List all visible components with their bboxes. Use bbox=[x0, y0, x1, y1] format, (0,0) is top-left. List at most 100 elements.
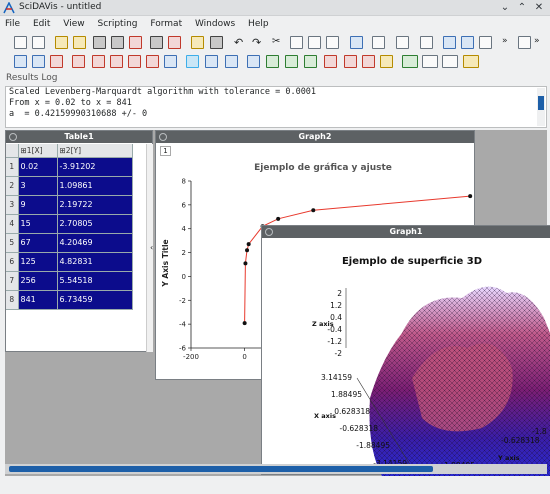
contour-icon[interactable] bbox=[380, 55, 393, 68]
export-icon[interactable] bbox=[129, 36, 142, 49]
text-tool-icon[interactable] bbox=[420, 36, 433, 49]
open-recent-icon[interactable] bbox=[73, 36, 86, 49]
new-project-icon[interactable] bbox=[14, 36, 27, 49]
table-cell[interactable]: 125 bbox=[18, 252, 58, 272]
select-tool-icon[interactable] bbox=[186, 55, 199, 68]
mesh-icon[interactable] bbox=[324, 55, 337, 68]
table-row[interactable]: 4 15 2.70805 bbox=[6, 214, 133, 234]
filled-mesh-icon[interactable] bbox=[344, 55, 357, 68]
row-number[interactable]: 8 bbox=[6, 290, 19, 310]
table-row[interactable]: 2 3 1.09861 bbox=[6, 176, 133, 196]
table-cell[interactable]: 0.02 bbox=[18, 157, 58, 177]
zoom-out-icon[interactable] bbox=[461, 36, 474, 49]
surface-filled-icon[interactable] bbox=[362, 55, 375, 68]
corner-cell[interactable] bbox=[6, 144, 19, 158]
rotate-icon[interactable] bbox=[205, 55, 218, 68]
table-cell[interactable]: 4.20469 bbox=[57, 233, 133, 253]
menu-view[interactable]: View bbox=[63, 19, 85, 29]
table-cell[interactable]: 67 bbox=[18, 233, 58, 253]
pdf-icon[interactable] bbox=[168, 36, 181, 49]
table-cell[interactable]: 15 bbox=[18, 214, 58, 234]
window-menu-icon[interactable] bbox=[9, 133, 17, 141]
redo-icon[interactable]: ↷ bbox=[252, 36, 262, 49]
results-scrollbar[interactable] bbox=[537, 88, 545, 126]
table-cell[interactable]: 5.54518 bbox=[57, 271, 133, 291]
column-header-y[interactable]: ⊞2[Y] bbox=[57, 144, 133, 158]
menu-scripting[interactable]: Scripting bbox=[97, 19, 138, 29]
ribbon-icon[interactable] bbox=[146, 55, 159, 68]
table-row[interactable]: 1 0.02 -3.91202 bbox=[6, 157, 133, 177]
workspace-hscrollbar[interactable] bbox=[5, 464, 547, 474]
rescale-icon[interactable] bbox=[479, 36, 492, 49]
print-icon[interactable] bbox=[150, 36, 163, 49]
surface-3d-plot[interactable]: Ejemplo de superficie 3D 2 1.2 0.4 -0.4 … bbox=[262, 238, 550, 476]
floor-data-icon[interactable] bbox=[402, 55, 418, 68]
scrollbar-thumb[interactable] bbox=[538, 96, 544, 110]
table-cell[interactable]: -3.91202 bbox=[57, 157, 133, 177]
table-cell[interactable]: 841 bbox=[18, 290, 58, 310]
maximize-icon[interactable]: ⌃ bbox=[517, 2, 527, 13]
floor-iso-icon[interactable] bbox=[422, 55, 438, 68]
floor-empty-icon[interactable] bbox=[442, 55, 458, 68]
table-cell[interactable]: 4.82831 bbox=[57, 252, 133, 272]
3d-bars-icon[interactable] bbox=[110, 55, 123, 68]
points-icon[interactable] bbox=[266, 55, 279, 68]
delete-icon[interactable] bbox=[326, 36, 339, 49]
wireframe-icon[interactable] bbox=[164, 55, 177, 68]
layer-button[interactable]: 1 bbox=[160, 146, 171, 156]
menu-format[interactable]: Format bbox=[150, 19, 183, 29]
graph1-title[interactable]: Graph1 bbox=[262, 226, 550, 238]
column-header-x[interactable]: ⊞1[X] bbox=[18, 144, 58, 158]
more-tools-icon[interactable]: » bbox=[502, 36, 508, 46]
row-number[interactable]: 3 bbox=[6, 195, 19, 215]
undo-icon[interactable]: ↶ bbox=[234, 36, 244, 49]
surface-icon[interactable] bbox=[128, 55, 141, 68]
more-tools-icon[interactable]: » bbox=[534, 36, 540, 46]
table-cell[interactable]: 9 bbox=[18, 195, 58, 215]
window-menu-icon[interactable] bbox=[265, 228, 273, 236]
save-icon[interactable] bbox=[111, 36, 124, 49]
menu-file[interactable]: File bbox=[5, 19, 21, 29]
table-row[interactable]: 8 841 6.73459 bbox=[6, 290, 133, 310]
explorer-icon[interactable] bbox=[191, 36, 204, 49]
move-icon[interactable] bbox=[225, 55, 238, 68]
column-plot-icon[interactable] bbox=[72, 55, 85, 68]
cones-icon[interactable] bbox=[304, 55, 317, 68]
table-cell[interactable]: 1.09861 bbox=[57, 176, 133, 196]
open-folder-icon[interactable] bbox=[55, 36, 68, 49]
table-cell[interactable]: 256 bbox=[18, 271, 58, 291]
menu-windows[interactable]: Windows bbox=[194, 19, 236, 29]
perspective-icon[interactable] bbox=[463, 55, 479, 68]
scrollbar-thumb[interactable] bbox=[9, 466, 433, 472]
collapse-arrow-icon[interactable]: ‹ bbox=[150, 243, 154, 252]
layers-icon[interactable] bbox=[518, 36, 531, 49]
import-icon[interactable] bbox=[93, 36, 106, 49]
matrix-icon[interactable] bbox=[92, 55, 105, 68]
menu-edit[interactable]: Edit bbox=[32, 19, 51, 29]
3d-plot-icon[interactable] bbox=[32, 55, 45, 68]
graph1-window[interactable]: Graph1 Ejemplo de superficie 3D bbox=[261, 225, 550, 476]
table-row[interactable]: 5 67 4.20469 bbox=[6, 233, 133, 253]
bar-plot-icon[interactable] bbox=[50, 55, 63, 68]
row-number[interactable]: 4 bbox=[6, 214, 19, 234]
paste-icon[interactable] bbox=[308, 36, 321, 49]
table-cell[interactable]: 2.19722 bbox=[57, 195, 133, 215]
row-number[interactable]: 2 bbox=[6, 176, 19, 196]
graph2-title[interactable]: Graph2 bbox=[156, 131, 474, 143]
line-plot-icon[interactable] bbox=[14, 55, 27, 68]
row-number[interactable]: 6 bbox=[6, 252, 19, 272]
table-scrollbar[interactable] bbox=[146, 144, 153, 352]
row-number[interactable]: 5 bbox=[6, 233, 19, 253]
table-row[interactable]: 7 256 5.54518 bbox=[6, 271, 133, 291]
table-cell[interactable]: 2.70805 bbox=[57, 214, 133, 234]
minimize-icon[interactable]: ⌄ bbox=[500, 2, 510, 13]
table-cell[interactable]: 6.73459 bbox=[57, 290, 133, 310]
results-log-icon[interactable] bbox=[210, 36, 223, 49]
row-number[interactable]: 1 bbox=[6, 157, 19, 177]
new-file-icon[interactable] bbox=[32, 36, 45, 49]
grid-icon[interactable] bbox=[396, 36, 409, 49]
table-row[interactable]: 6 125 4.82831 bbox=[6, 252, 133, 272]
copy-icon[interactable] bbox=[290, 36, 303, 49]
table1-title[interactable]: Table1 bbox=[6, 131, 152, 143]
cut-icon[interactable]: ✂ bbox=[272, 36, 281, 47]
